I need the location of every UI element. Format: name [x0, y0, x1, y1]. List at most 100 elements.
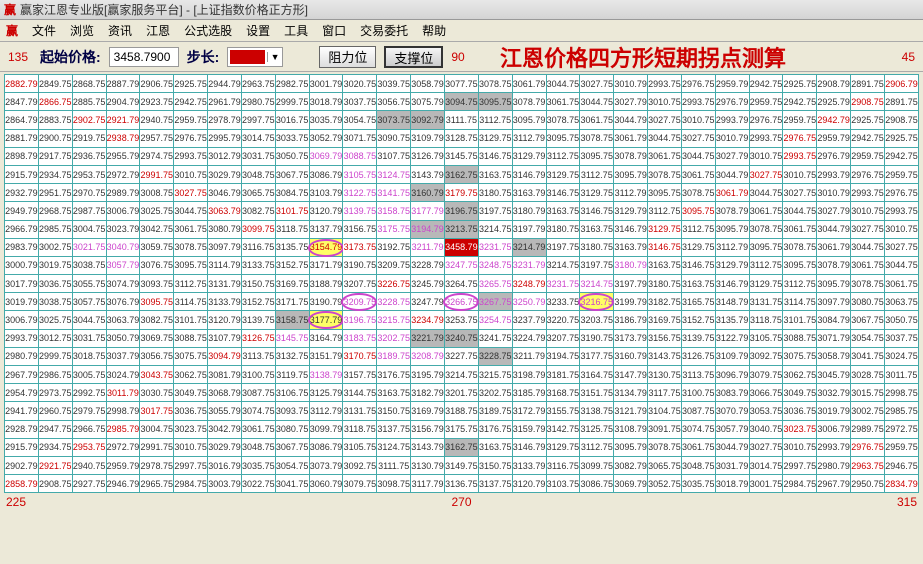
grid-cell: 2957.75 [140, 129, 174, 147]
grid-cell: 2923.75 [140, 93, 174, 111]
grid-cell: 2953.75 [72, 438, 106, 456]
grid-cell: 3080.75 [851, 293, 885, 311]
grid-cell: 3180.79 [614, 256, 648, 274]
grid-cell: 3027.79 [715, 147, 749, 165]
menu-gann[interactable]: 江恩 [146, 22, 170, 39]
menu-settings[interactable]: 设置 [246, 22, 270, 39]
grid-cell: 2960.75 [38, 402, 72, 420]
grid-cell: 3126.79 [411, 147, 445, 165]
grid-cell: 3041.75 [275, 475, 309, 493]
grid-cell: 3267.75 [478, 293, 512, 311]
grid-cell: 3228.75 [377, 293, 411, 311]
grid-cell: 2993.75 [783, 147, 817, 165]
grid-cell: 2906.75 [140, 75, 174, 93]
grid-cell: 3144.75 [343, 384, 377, 402]
grid-cell: 3062.75 [174, 366, 208, 384]
grid-cell: 2925.79 [817, 93, 851, 111]
grid-cell: 2992.75 [72, 384, 106, 402]
grid-cell: 2942.75 [783, 93, 817, 111]
grid-cell: 3022.75 [241, 475, 275, 493]
grid-cell: 3044.75 [884, 256, 918, 274]
grid-cell: 3190.75 [343, 256, 377, 274]
grid-cell: 3136.75 [444, 475, 478, 493]
grid-cell: 2999.75 [38, 347, 72, 365]
grid-cell: 3059.75 [140, 238, 174, 256]
grid-cell: 3020.75 [343, 75, 377, 93]
resistance-button[interactable]: 阻力位 [319, 46, 376, 68]
grid-cell: 3215.75 [478, 366, 512, 384]
menu-formula[interactable]: 公式选股 [184, 22, 232, 39]
grid-cell: 3017.75 [140, 402, 174, 420]
grid-cell: 3131.75 [343, 402, 377, 420]
grid-cell: 3044.79 [614, 111, 648, 129]
grid-cell: 3203.75 [580, 311, 614, 329]
support-button[interactable]: 支撑位 [384, 46, 443, 68]
step-select[interactable]: ▼ [227, 47, 283, 67]
grid-cell: 3120.79 [512, 475, 546, 493]
grid-cell: 3143.75 [648, 347, 682, 365]
grid-cell: 3120.79 [309, 202, 343, 220]
grid-cell: 2950.75 [851, 475, 885, 493]
grid-cell: 3141.75 [377, 184, 411, 202]
grid-cell: 3227.75 [444, 347, 478, 365]
menu-file[interactable]: 文件 [32, 22, 56, 39]
grid-cell: 3027.75 [783, 184, 817, 202]
grid-cell: 3241.75 [478, 329, 512, 347]
grid-cell: 3180.75 [580, 238, 614, 256]
grid-cell: 3108.79 [614, 420, 648, 438]
grid-cell: 3130.75 [648, 366, 682, 384]
grid-cell: 3175.75 [377, 220, 411, 238]
grid-cell: 3150.75 [478, 456, 512, 474]
grid-cell: 3019.75 [38, 256, 72, 274]
grid-cell: 3171.79 [309, 256, 343, 274]
grid-cell: 3003.79 [208, 475, 242, 493]
grid-cell: 3139.75 [343, 202, 377, 220]
grid-cell: 3076.79 [106, 293, 140, 311]
grid-cell: 3234.79 [411, 311, 445, 329]
grid-cell: 3075.79 [411, 93, 445, 111]
grid-cell: 3101.75 [174, 311, 208, 329]
grid-cell: 3044.75 [681, 147, 715, 165]
menu-info[interactable]: 资讯 [108, 22, 132, 39]
menu-tools[interactable]: 工具 [284, 22, 308, 39]
grid-cell: 3073.79 [309, 456, 343, 474]
grid-cell: 3211.79 [411, 238, 445, 256]
grid-cell: 3061.75 [648, 147, 682, 165]
grid-cell: 2984.75 [783, 475, 817, 493]
grid-cell: 2993.79 [715, 111, 749, 129]
grid-cell: 2847.79 [5, 93, 39, 111]
grid-cell: 3100.75 [241, 366, 275, 384]
grid-cell: 3061.75 [851, 256, 885, 274]
grid-cell: 3134.79 [614, 384, 648, 402]
grid-cell: 3146.79 [715, 275, 749, 293]
grid-cell: 2989.79 [106, 184, 140, 202]
start-price-input[interactable] [109, 47, 179, 67]
grid-cell: 3011.79 [106, 384, 140, 402]
grid-cell: 3010.75 [174, 438, 208, 456]
menu-browse[interactable]: 浏览 [70, 22, 94, 39]
grid-cell: 3058.79 [817, 347, 851, 365]
titlebar: 赢 赢家江恩专业版[赢家服务平台] - [上证指数价格正方形] [0, 0, 923, 20]
grid-cell: 2997.75 [241, 111, 275, 129]
grid-cell: 2881.79 [5, 129, 39, 147]
grid-cell: 3105.75 [343, 438, 377, 456]
grid-cell: 3233.75 [546, 293, 580, 311]
grid-cell: 2973.75 [38, 384, 72, 402]
grid-cell: 2972.79 [106, 165, 140, 183]
grid-cell: 3117.79 [411, 475, 445, 493]
grid-cell: 3067.75 [275, 438, 309, 456]
grid-cell: 3147.79 [614, 366, 648, 384]
grid-cell: 3180.75 [648, 275, 682, 293]
grid-cell: 3006.79 [106, 202, 140, 220]
grid-cell: 2919.75 [72, 129, 106, 147]
grid-cell: 3197.75 [478, 202, 512, 220]
menu-trade[interactable]: 交易委托 [360, 22, 408, 39]
grid-cell: 2946.79 [106, 475, 140, 493]
grid-cell: 3062.75 [783, 366, 817, 384]
grid-cell: 3057.75 [72, 293, 106, 311]
menu-window[interactable]: 窗口 [322, 22, 346, 39]
grid-cell: 3163.75 [546, 202, 580, 220]
grid-cell: 3061.79 [715, 184, 749, 202]
menu-help[interactable]: 帮助 [422, 22, 446, 39]
grid-cell: 3081.79 [208, 366, 242, 384]
